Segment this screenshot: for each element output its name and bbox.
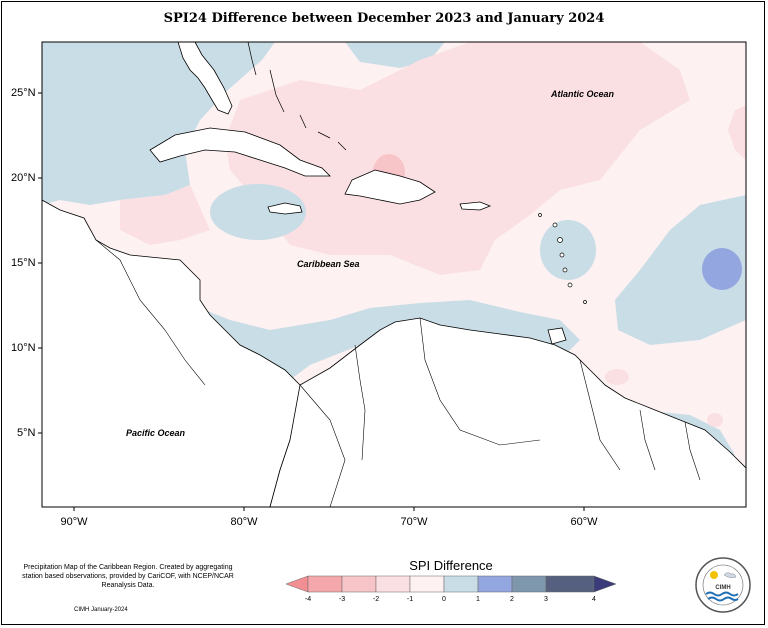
blue-spot-bahamas [70,110,82,126]
legend-tick-0: -4 [304,596,312,603]
lon-label-60w: 60°W [570,516,598,528]
legend-swatch-8 [545,575,595,593]
legend-colorbar [285,575,617,593]
lat-label-5n: 5°N [17,427,36,439]
footer-description: Precipitation Map of the Caribbean Regio… [22,564,234,589]
blue-zone-cayman [210,184,306,240]
legend-tick-4: 0 [442,596,446,603]
lesser-antilles [538,213,587,304]
legend-tick-3: -1 [406,596,414,603]
country-borders [95,239,701,507]
legend-title: SPI Difference [409,558,493,573]
legend-swatch-5 [443,575,479,593]
legend-tick-6: 2 [510,596,514,603]
lon-label-90w: 90°W [60,516,88,528]
footer-credit: CIMH January-2024 [74,607,128,613]
cimh-seal-icon: CIMH [695,557,751,613]
lat-label-10n: 10°N [11,342,36,354]
label-atlantic-ocean: Atlantic Ocean [551,89,615,99]
legend-swatch-4 [409,575,445,593]
lat-label-20n: 20°N [11,172,36,184]
lat-label-25n: 25°N [11,87,36,99]
legend-swatch-1 [307,575,343,593]
lon-label-80w: 80°W [230,516,258,528]
lat-label-15n: 15°N [11,257,36,269]
map-title: SPI24 Difference between December 2023 a… [163,11,605,26]
logo-text: CIMH [715,585,730,591]
legend-tick-7: 3 [544,596,548,603]
legend-tick-1: -3 [338,596,346,603]
coastlines [42,42,746,507]
legend-swatch-9 [593,575,617,593]
legend-swatch-0 [285,575,309,593]
axis-ticks [38,92,585,511]
blue-zone-guadeloupe [540,220,596,280]
legend-swatch-3 [375,575,411,593]
bahamas-islands [247,42,347,151]
pink-spot-guiana [707,413,723,427]
pink-zone-antilles [225,42,690,275]
legend-swatch-7 [511,575,547,593]
legend-swatch-6 [477,575,513,593]
blue-spot-east [702,248,742,290]
label-caribbean-sea: Caribbean Sea [297,259,360,269]
label-pacific-ocean: Pacific Ocean [126,428,186,438]
legend-tick-2: -2 [372,596,380,603]
legend-tick-8: 4 [592,596,596,603]
pink-zone-east [728,105,746,160]
blue-zone-east-atlantic [615,195,746,345]
lon-label-70w: 70°W [400,516,428,528]
pink-spot-tobago [605,369,629,385]
legend-swatch-2 [341,575,377,593]
legend-tick-5: 1 [476,596,480,603]
pink-zone-west [120,185,210,245]
map-border [41,41,747,508]
